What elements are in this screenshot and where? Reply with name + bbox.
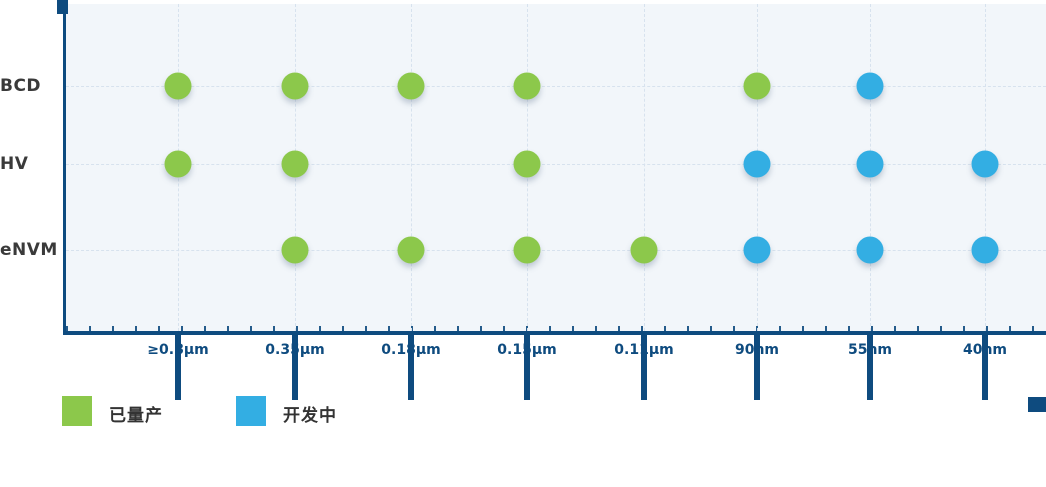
x-axis-label: 0.18μm <box>381 342 441 358</box>
data-point-envm-7 <box>856 236 884 264</box>
data-point-envm-8 <box>971 236 999 264</box>
x-axis-major-tick <box>867 334 873 400</box>
legend-label-prod: 已量产 <box>109 406 163 426</box>
x-axis-label: 90nm <box>734 342 780 358</box>
data-point-envm-2 <box>281 236 309 264</box>
legend-swatch-prod <box>62 396 92 426</box>
data-point-hv-6 <box>743 150 771 178</box>
vertical-gridline <box>411 4 412 331</box>
data-point-envm-4 <box>513 236 541 264</box>
legend-label-dev: 开发中 <box>283 406 337 426</box>
x-axis-label: ≥0.8μm <box>147 342 209 358</box>
x-axis-major-tick <box>292 334 298 400</box>
horizontal-gridline <box>66 164 1046 165</box>
y-axis-label-bcd: BCD <box>0 76 42 96</box>
data-point-bcd-3 <box>397 72 425 100</box>
x-axis-line <box>63 331 1046 335</box>
x-axis-label: 40nm <box>962 342 1008 358</box>
horizontal-gridline <box>66 250 1046 251</box>
data-point-envm-3 <box>397 236 425 264</box>
data-point-bcd-2 <box>281 72 309 100</box>
x-axis-major-tick <box>524 334 530 400</box>
horizontal-gridline <box>66 86 1046 87</box>
legend-swatch-dev <box>236 396 266 426</box>
x-axis-major-tick <box>982 334 988 400</box>
data-point-bcd-7 <box>856 72 884 100</box>
x-axis-label: 55nm <box>847 342 893 358</box>
axis-bottom-right-marker <box>1028 397 1046 412</box>
plot-area <box>66 4 1046 331</box>
data-point-envm-5 <box>630 236 658 264</box>
y-axis-label-hv: HV <box>0 154 29 174</box>
x-axis-major-tick <box>754 334 760 400</box>
data-point-bcd-4 <box>513 72 541 100</box>
data-point-hv-2 <box>281 150 309 178</box>
y-axis-line <box>63 0 66 335</box>
data-point-hv-4 <box>513 150 541 178</box>
axis-top-marker <box>57 0 68 14</box>
data-point-bcd-6 <box>743 72 771 100</box>
data-point-hv-7 <box>856 150 884 178</box>
x-axis-major-tick <box>175 334 181 400</box>
y-axis-label-envm: eNVM <box>0 240 58 260</box>
data-point-hv-8 <box>971 150 999 178</box>
x-axis-label: 0.35μm <box>265 342 325 358</box>
x-axis-label: 0.15μm <box>497 342 557 358</box>
data-point-hv-1 <box>164 150 192 178</box>
x-axis-label: 0.11μm <box>614 342 674 358</box>
x-axis-major-tick <box>641 334 647 400</box>
x-axis-major-tick <box>408 334 414 400</box>
data-point-bcd-1 <box>164 72 192 100</box>
vertical-gridline <box>644 4 645 331</box>
x-axis-minor-ticks <box>66 326 1046 331</box>
data-point-envm-6 <box>743 236 771 264</box>
